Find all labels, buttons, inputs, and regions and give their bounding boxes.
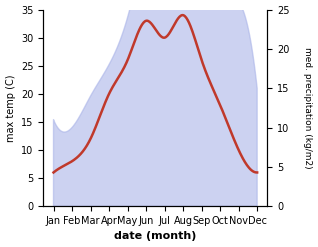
X-axis label: date (month): date (month): [114, 231, 197, 242]
Y-axis label: med. precipitation (kg/m2): med. precipitation (kg/m2): [303, 47, 313, 169]
Y-axis label: max temp (C): max temp (C): [5, 74, 16, 142]
